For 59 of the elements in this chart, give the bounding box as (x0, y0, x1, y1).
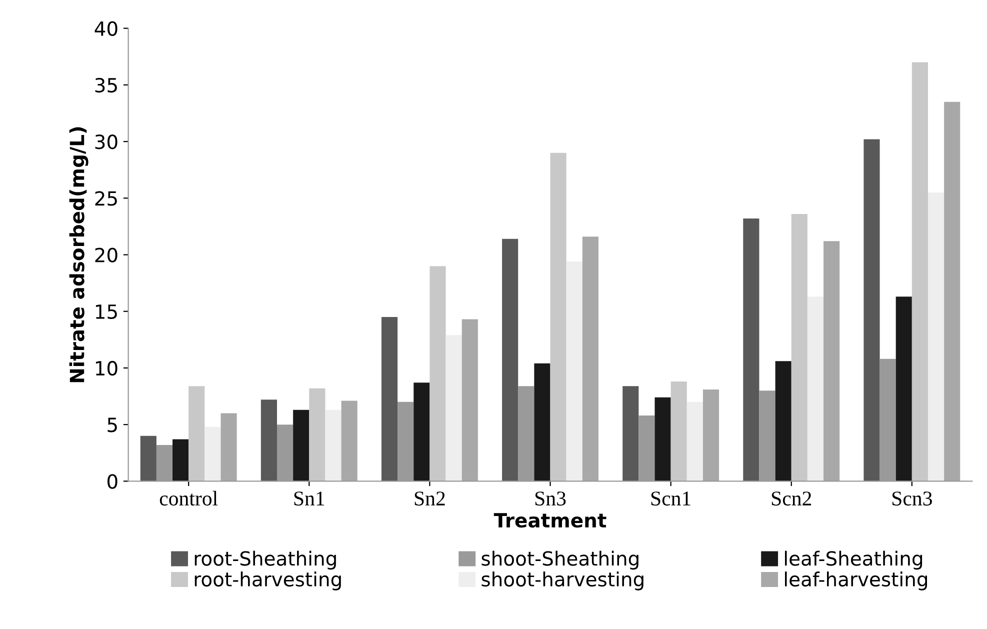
y-tick-label: 20 (95, 248, 118, 262)
bar (293, 410, 310, 482)
legend-label: shoot-Sheathing (482, 550, 638, 570)
x-tick-label: Sn3 (535, 492, 566, 506)
legend-label: shoot-harvesting (482, 572, 644, 590)
bar (791, 214, 808, 482)
x-axis-title: Treatment (494, 513, 606, 528)
bar (912, 62, 928, 482)
bar (309, 388, 326, 482)
legend-label: leaf-harvesting (785, 572, 927, 590)
y-tick-label: 35 (95, 78, 117, 93)
x-tick-label: control (160, 490, 218, 506)
legend-label: root-Sheathing (194, 550, 336, 570)
bar (743, 218, 760, 482)
legend-label: root-harvesting (194, 572, 341, 590)
bar (807, 296, 824, 482)
bar (775, 361, 792, 482)
y-tick-label: 30 (95, 134, 118, 150)
y-tick-label: 25 (95, 191, 117, 206)
x-tick-label: Scn2 (772, 492, 812, 506)
bar (944, 102, 960, 482)
y-tick-label: 15 (96, 304, 117, 320)
bar (566, 262, 582, 482)
bar (896, 296, 912, 482)
bar (325, 410, 342, 482)
bar (414, 382, 430, 482)
bar (204, 426, 221, 482)
x-tick-label: Scn1 (651, 492, 690, 506)
y-axis-title: Nitrate adsorbed(mg/L) (69, 127, 88, 382)
bar (928, 192, 944, 482)
bar (260, 400, 277, 482)
bar (341, 400, 358, 482)
bar (172, 439, 189, 482)
bar (462, 319, 478, 482)
bar (220, 413, 237, 482)
legend-label: leaf-Sheathing (785, 550, 922, 570)
bar (864, 139, 880, 482)
bar (582, 236, 598, 482)
bar (622, 386, 639, 482)
bar (534, 363, 550, 482)
bar (670, 382, 687, 482)
y-tick-label: 0 (108, 474, 118, 489)
bar (430, 266, 446, 482)
bar (824, 241, 840, 482)
x-tick-label: Sn2 (414, 492, 445, 506)
bar (140, 436, 156, 482)
bar (188, 386, 205, 482)
bar (686, 402, 703, 482)
bar (550, 152, 566, 482)
bar (702, 389, 720, 482)
bar (502, 238, 518, 482)
y-tick-label: 5 (108, 418, 117, 432)
y-tick-label: 10 (96, 360, 118, 376)
y-tick-label: 40 (94, 21, 118, 36)
bar (446, 335, 462, 482)
bar (381, 317, 398, 482)
x-tick-label: Sn1 (294, 492, 324, 506)
x-tick-label: Scn3 (892, 492, 932, 506)
bar (654, 397, 671, 482)
